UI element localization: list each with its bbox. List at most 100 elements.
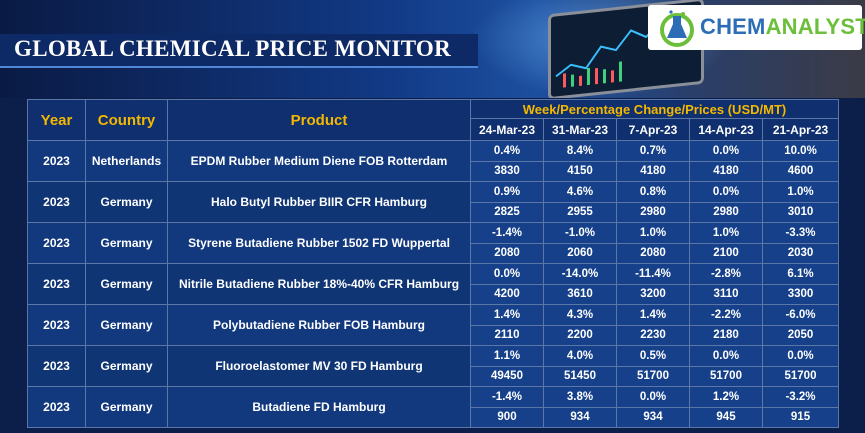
cell-product: Butadiene FD Hamburg: [167, 386, 471, 428]
cell-price: 915: [762, 406, 839, 428]
table-row: 2023 Germany Polybutadiene Rubber FOB Hamb…: [27, 304, 839, 346]
cell-country: Germany: [85, 345, 168, 387]
cell-percent-change: -6.0%: [762, 304, 839, 326]
cell-year: 2023: [27, 345, 86, 387]
table-row: 4200 3610 3200 3110 3300: [28, 283, 839, 305]
cell-percent-change: 8.4%: [543, 140, 617, 162]
cell-percent-change: -2.2%: [689, 304, 763, 326]
cell-product: Halo Butyl Rubber BIIR CFR Hamburg: [167, 181, 471, 223]
cell-price: 2230: [616, 324, 690, 346]
cell-price: 4150: [543, 160, 617, 182]
cell-percent-change: 0.0%: [689, 181, 763, 203]
table-row: 900 934 934 945 915: [28, 406, 839, 428]
cell-price: 2980: [689, 201, 763, 223]
cell-price: 2060: [543, 242, 617, 264]
table-row: 2110 2200 2230 2180 2050: [28, 324, 839, 346]
cell-percent-change: 1.1%: [470, 345, 544, 367]
cell-percent-change: -2.8%: [689, 263, 763, 285]
cell-price: 3200: [616, 283, 690, 305]
table-row: 2023 Germany Styrene Butadiene Rubber 1502…: [27, 222, 839, 264]
cell-price: 2180: [689, 324, 763, 346]
cell-product: Polybutadiene Rubber FOB Hamburg: [167, 304, 471, 346]
cell-country: Germany: [85, 181, 168, 223]
cell-percent-change: -3.2%: [762, 386, 839, 408]
cell-price: 49450: [470, 365, 544, 387]
cell-percent-change: -3.3%: [762, 222, 839, 244]
cell-year: 2023: [27, 304, 86, 346]
cell-percent-change: 0.8%: [616, 181, 690, 203]
cell-price: 51450: [543, 365, 617, 387]
cell-percent-change: 0.0%: [470, 263, 544, 285]
cell-price: 4180: [689, 160, 763, 182]
cell-price: 2080: [470, 242, 544, 264]
price-table: Year Country Product Week/Percentage Cha…: [27, 98, 839, 428]
header-date: 24-Mar-23: [470, 118, 544, 141]
cell-percent-change: -1.4%: [470, 222, 544, 244]
cell-percent-change: -11.4%: [616, 263, 690, 285]
table-row: 2080 2060 2080 2100 2030: [28, 242, 839, 264]
cell-percent-change: 0.0%: [689, 140, 763, 162]
flask-icon: [660, 10, 694, 47]
table-row: 2023 Germany Halo Butyl Rubber BIIR CFR Ha…: [27, 181, 839, 223]
cell-percent-change: 6.1%: [762, 263, 839, 285]
cell-percent-change: 1.4%: [470, 304, 544, 326]
cell-price: 2110: [470, 324, 544, 346]
cell-price: 3830: [470, 160, 544, 182]
cell-product: Fluoroelastomer MV 30 FD Hamburg: [167, 345, 471, 387]
cell-percent-change: -1.0%: [543, 222, 617, 244]
cell-percent-change: 10.0%: [762, 140, 839, 162]
header-year: Year: [27, 99, 86, 141]
cell-percent-change: 1.0%: [689, 222, 763, 244]
cell-percent-change: 1.0%: [762, 181, 839, 203]
cell-country: Germany: [85, 304, 168, 346]
cell-product: Nitrile Butadiene Rubber 18%-40% CFR Ham…: [167, 263, 471, 305]
cell-price: 2980: [616, 201, 690, 223]
cell-product: Styrene Butadiene Rubber 1502 FD Wuppert…: [167, 222, 471, 264]
cell-percent-change: 1.0%: [616, 222, 690, 244]
cell-percent-change: 3.8%: [543, 386, 617, 408]
cell-percent-change: -1.4%: [470, 386, 544, 408]
page-title: GLOBAL CHEMICAL PRICE MONITOR: [14, 36, 452, 61]
cell-percent-change: 0.9%: [470, 181, 544, 203]
table-row: 2023 Germany Nitrile Butadiene Rubber 18%-…: [27, 263, 839, 305]
cell-percent-change: -14.0%: [543, 263, 617, 285]
cell-price: 51700: [762, 365, 839, 387]
header-date: 7-Apr-23: [616, 118, 690, 141]
cell-price: 4200: [470, 283, 544, 305]
cell-percent-change: 1.2%: [689, 386, 763, 408]
cell-country: Netherlands: [85, 140, 168, 182]
cell-price: 2100: [689, 242, 763, 264]
table-row: 2023 Netherlands EPDM Rubber Medium Diene …: [27, 140, 839, 182]
header-banner: GLOBAL CHEMICAL PRICE MONITOR CHEMANALYS…: [0, 0, 865, 98]
header-date: 21-Apr-23: [762, 118, 839, 141]
cell-year: 2023: [27, 263, 86, 305]
header-product: Product: [167, 99, 471, 141]
cell-price: 51700: [616, 365, 690, 387]
cell-price: 4180: [616, 160, 690, 182]
cell-price: 3010: [762, 201, 839, 223]
cell-percent-change: 0.0%: [689, 345, 763, 367]
cell-price: 3300: [762, 283, 839, 305]
cell-percent-change: 1.4%: [616, 304, 690, 326]
cell-country: Germany: [85, 263, 168, 305]
cell-country: Germany: [85, 222, 168, 264]
header-week-group: Week/Percentage Change/Prices (USD/MT): [470, 98, 839, 120]
table-row: 2825 2955 2980 2980 3010: [28, 201, 839, 223]
cell-percent-change: 0.4%: [470, 140, 544, 162]
cell-price: 900: [470, 406, 544, 428]
cell-country: Germany: [85, 386, 168, 428]
cell-price: 2080: [616, 242, 690, 264]
cell-price: 945: [689, 406, 763, 428]
cell-price: 3110: [689, 283, 763, 305]
cell-price: 2030: [762, 242, 839, 264]
logo-text: CHEMANALYST: [700, 14, 865, 40]
cell-year: 2023: [27, 140, 86, 182]
cell-percent-change: 0.0%: [616, 386, 690, 408]
cell-year: 2023: [27, 386, 86, 428]
cell-price: 934: [616, 406, 690, 428]
cell-percent-change: 4.3%: [543, 304, 617, 326]
cell-price: 51700: [689, 365, 763, 387]
cell-product: EPDM Rubber Medium Diene FOB Rotterdam: [167, 140, 471, 182]
header-date: 31-Mar-23: [543, 118, 617, 141]
cell-percent-change: 4.0%: [543, 345, 617, 367]
